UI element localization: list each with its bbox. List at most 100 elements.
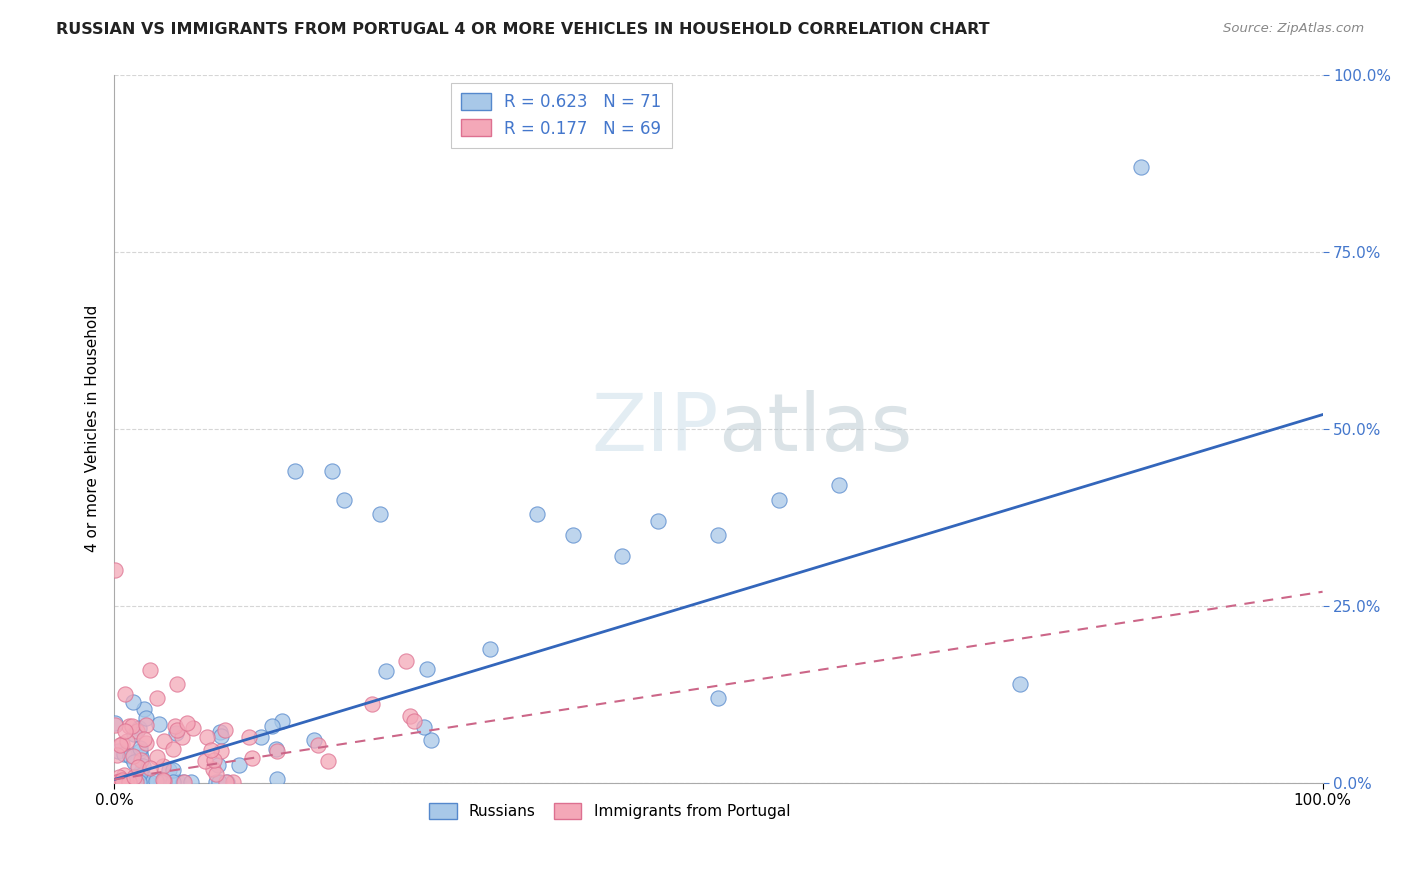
Point [117,775,139,789]
Point [228,758,250,772]
Text: atlas: atlas [718,390,912,467]
Point [121,749,143,764]
Point [104,564,127,578]
Point [152,759,174,773]
Point [105,775,128,789]
Point [166,677,188,691]
Point [307,738,329,752]
Point [135,718,157,732]
Point [240,750,263,764]
Point [204,766,226,780]
Point [105,775,128,789]
Point [112,768,135,782]
Point [110,775,132,789]
Point [180,775,202,789]
Point [768,492,790,507]
Point [250,730,273,744]
Point [139,663,162,677]
Point [402,714,425,728]
Point [167,775,190,789]
Point [145,773,167,788]
Point [264,742,287,756]
Point [526,507,548,521]
Point [118,719,141,733]
Point [125,775,148,789]
Point [221,775,243,789]
Point [207,758,229,772]
Point [162,742,184,756]
Point [108,775,131,789]
Point [128,765,150,780]
Point [129,754,152,768]
Point [112,775,135,789]
Point [111,773,134,788]
Point [135,710,157,724]
Point [124,775,146,789]
Point [132,769,155,783]
Point [122,696,145,710]
Point [707,528,730,542]
Text: Source: ZipAtlas.com: Source: ZipAtlas.com [1223,22,1364,36]
Point [108,739,131,753]
Point [368,507,391,521]
Point [200,743,222,757]
Y-axis label: 4 or more Vehicles in Household: 4 or more Vehicles in Household [86,305,100,552]
Point [205,775,228,789]
Point [108,770,131,784]
Point [117,734,139,748]
Point [107,743,129,757]
Point [162,775,184,789]
Legend: Russians, Immigrants from Portugal: Russians, Immigrants from Portugal [423,797,796,825]
Point [153,734,176,748]
Point [122,756,145,770]
Point [260,719,283,733]
Point [104,775,127,789]
Point [128,775,150,789]
Point [266,772,288,787]
Point [135,775,157,789]
Point [238,730,260,744]
Point [114,687,136,701]
Point [114,775,136,789]
Point [148,717,170,731]
Point [157,764,180,778]
Point [152,772,174,787]
Point [128,721,150,735]
Point [153,774,176,789]
Point [112,747,135,761]
Point [110,775,132,789]
Point [135,736,157,750]
Point [165,726,187,740]
Point [127,760,149,774]
Point [129,750,152,764]
Point [399,708,422,723]
Point [374,664,396,678]
Text: RUSSIAN VS IMMIGRANTS FROM PORTUGAL 4 OR MORE VEHICLES IN HOUSEHOLD CORRELATION : RUSSIAN VS IMMIGRANTS FROM PORTUGAL 4 OR… [56,22,990,37]
Point [104,775,127,789]
Point [201,762,224,776]
Point [104,718,127,732]
Point [173,775,195,789]
Point [121,719,143,733]
Point [416,662,439,676]
Point [214,723,236,738]
Point [105,747,128,762]
Point [114,724,136,739]
Point [195,731,218,745]
Point [562,528,585,542]
Point [194,754,217,768]
Point [394,654,416,668]
Point [166,723,188,738]
Text: ZIP: ZIP [591,390,718,467]
Point [266,744,288,758]
Point [828,478,851,492]
Point [302,733,325,747]
Point [117,775,139,789]
Point [172,731,194,745]
Point [270,714,292,729]
Point [172,775,194,789]
Point [134,731,156,746]
Point [284,464,307,478]
Point [318,754,340,768]
Point [150,775,173,789]
